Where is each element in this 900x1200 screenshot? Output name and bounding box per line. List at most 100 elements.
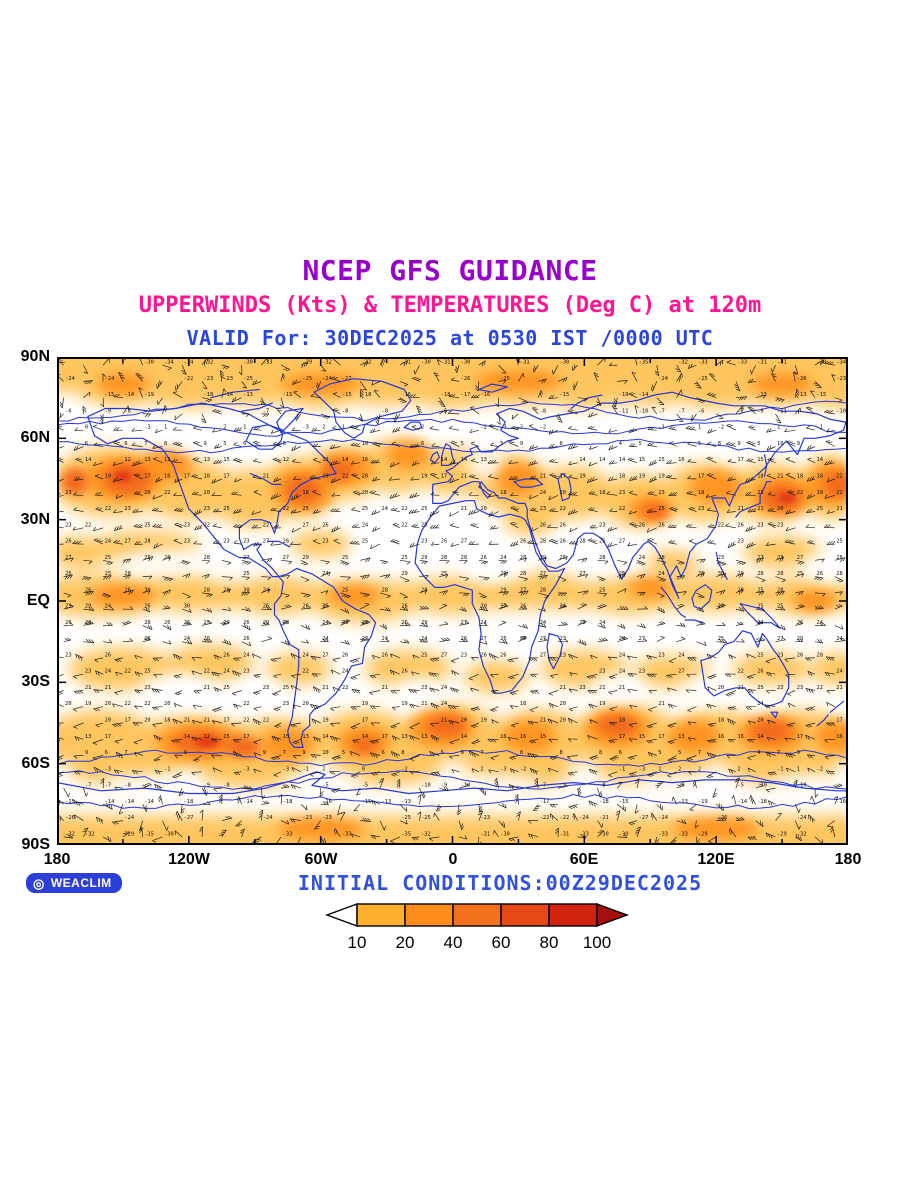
svg-text:2: 2 [737,766,740,772]
svg-text:25: 25 [520,636,527,642]
svg-text:-11: -11 [619,408,629,414]
x-axis-label: 180 [43,851,71,868]
svg-text:-32: -32 [322,360,332,366]
svg-text:13: 13 [204,457,211,463]
svg-text:22: 22 [797,490,804,496]
svg-text:28: 28 [144,620,151,626]
svg-text:4: 4 [757,750,760,756]
svg-text:25: 25 [718,636,725,642]
svg-text:25: 25 [757,652,764,658]
svg-text:16: 16 [836,734,843,740]
svg-text:-24: -24 [65,376,75,382]
svg-text:22: 22 [342,474,349,480]
svg-text:-14: -14 [737,799,747,805]
svg-text:23: 23 [85,669,92,675]
svg-text:6: 6 [619,750,622,756]
svg-text:17: 17 [698,474,705,480]
svg-text:25: 25 [243,571,250,577]
svg-text:6: 6 [124,441,127,447]
svg-text:9: 9 [797,750,800,756]
svg-text:18: 18 [500,490,507,496]
svg-text:-33: -33 [737,360,747,366]
svg-text:27: 27 [283,555,290,561]
svg-text:9: 9 [737,441,740,447]
svg-text:18: 18 [797,474,804,480]
svg-text:28: 28 [283,620,290,626]
svg-text:-30: -30 [500,831,510,837]
x-axis-label: 120W [168,851,210,868]
svg-text:28: 28 [204,555,211,561]
svg-text:-2: -2 [520,766,527,772]
svg-text:5: 5 [223,441,226,447]
svg-text:-33: -33 [698,360,708,366]
svg-text:26: 26 [263,604,270,610]
title-model: NCEP GFS GUIDANCE [302,254,598,287]
svg-text:22: 22 [105,506,112,512]
svg-text:28: 28 [817,652,824,658]
svg-text:-13: -13 [757,392,767,398]
svg-text:25: 25 [599,587,606,593]
svg-text:28: 28 [579,539,586,545]
svg-text:-27: -27 [184,815,194,821]
svg-text:12: 12 [283,457,290,463]
svg-text:27: 27 [579,571,586,577]
svg-text:25: 25 [421,506,428,512]
svg-text:-3: -3 [639,766,646,772]
svg-text:21: 21 [322,685,329,691]
svg-text:-16: -16 [480,392,490,398]
svg-text:28: 28 [658,555,665,561]
svg-text:26: 26 [65,539,72,545]
svg-text:27: 27 [322,652,329,658]
svg-text:6: 6 [283,441,286,447]
svg-text:2: 2 [480,766,483,772]
svg-text:21: 21 [737,685,744,691]
x-axis-label: 180 [834,851,862,868]
svg-text:-32: -32 [85,831,95,837]
svg-text:26: 26 [65,571,72,577]
svg-text:-15: -15 [105,392,115,398]
svg-text:18: 18 [164,718,171,724]
svg-text:-24: -24 [263,815,273,821]
svg-text:-3: -3 [500,425,507,431]
svg-text:22: 22 [302,669,309,675]
svg-text:28: 28 [441,555,448,561]
svg-text:27: 27 [520,587,527,593]
svg-text:25: 25 [223,506,230,512]
legend-colorbar: 10 20 40 60 80 100 [325,902,629,952]
svg-text:17: 17 [619,734,626,740]
svg-text:8: 8 [401,750,404,756]
svg-text:-1: -1 [164,766,171,772]
svg-text:27: 27 [65,555,72,561]
svg-text:29: 29 [421,620,428,626]
svg-text:-14: -14 [124,392,134,398]
svg-text:-8: -8 [124,783,130,789]
svg-text:13: 13 [421,734,428,740]
svg-text:17: 17 [105,734,112,740]
svg-text:9: 9 [797,441,800,447]
svg-text:21: 21 [204,718,211,724]
svg-text:-7: -7 [105,783,112,789]
svg-text:28: 28 [777,587,784,593]
svg-text:25: 25 [777,604,784,610]
svg-text:24: 24 [223,669,230,675]
svg-text:13: 13 [302,734,309,740]
svg-text:24: 24 [540,620,547,626]
svg-text:27: 27 [480,636,487,642]
svg-text:14: 14 [362,734,369,740]
svg-text:25: 25 [223,685,230,691]
svg-text:-33: -33 [658,831,668,837]
svg-text:23: 23 [777,652,784,658]
svg-text:28: 28 [520,571,527,577]
svg-text:25: 25 [105,571,112,577]
svg-text:28: 28 [520,555,527,561]
weaclim-logo-badge: ◎ WEACLIM [26,873,122,893]
svg-text:-13: -13 [243,392,253,398]
svg-text:12: 12 [164,457,171,463]
svg-text:10: 10 [348,933,367,952]
svg-text:-32: -32 [65,831,75,837]
svg-text:28: 28 [85,620,92,626]
svg-text:26: 26 [164,555,171,561]
svg-text:6: 6 [105,750,108,756]
svg-text:-1: -1 [658,425,665,431]
svg-text:7: 7 [698,750,701,756]
